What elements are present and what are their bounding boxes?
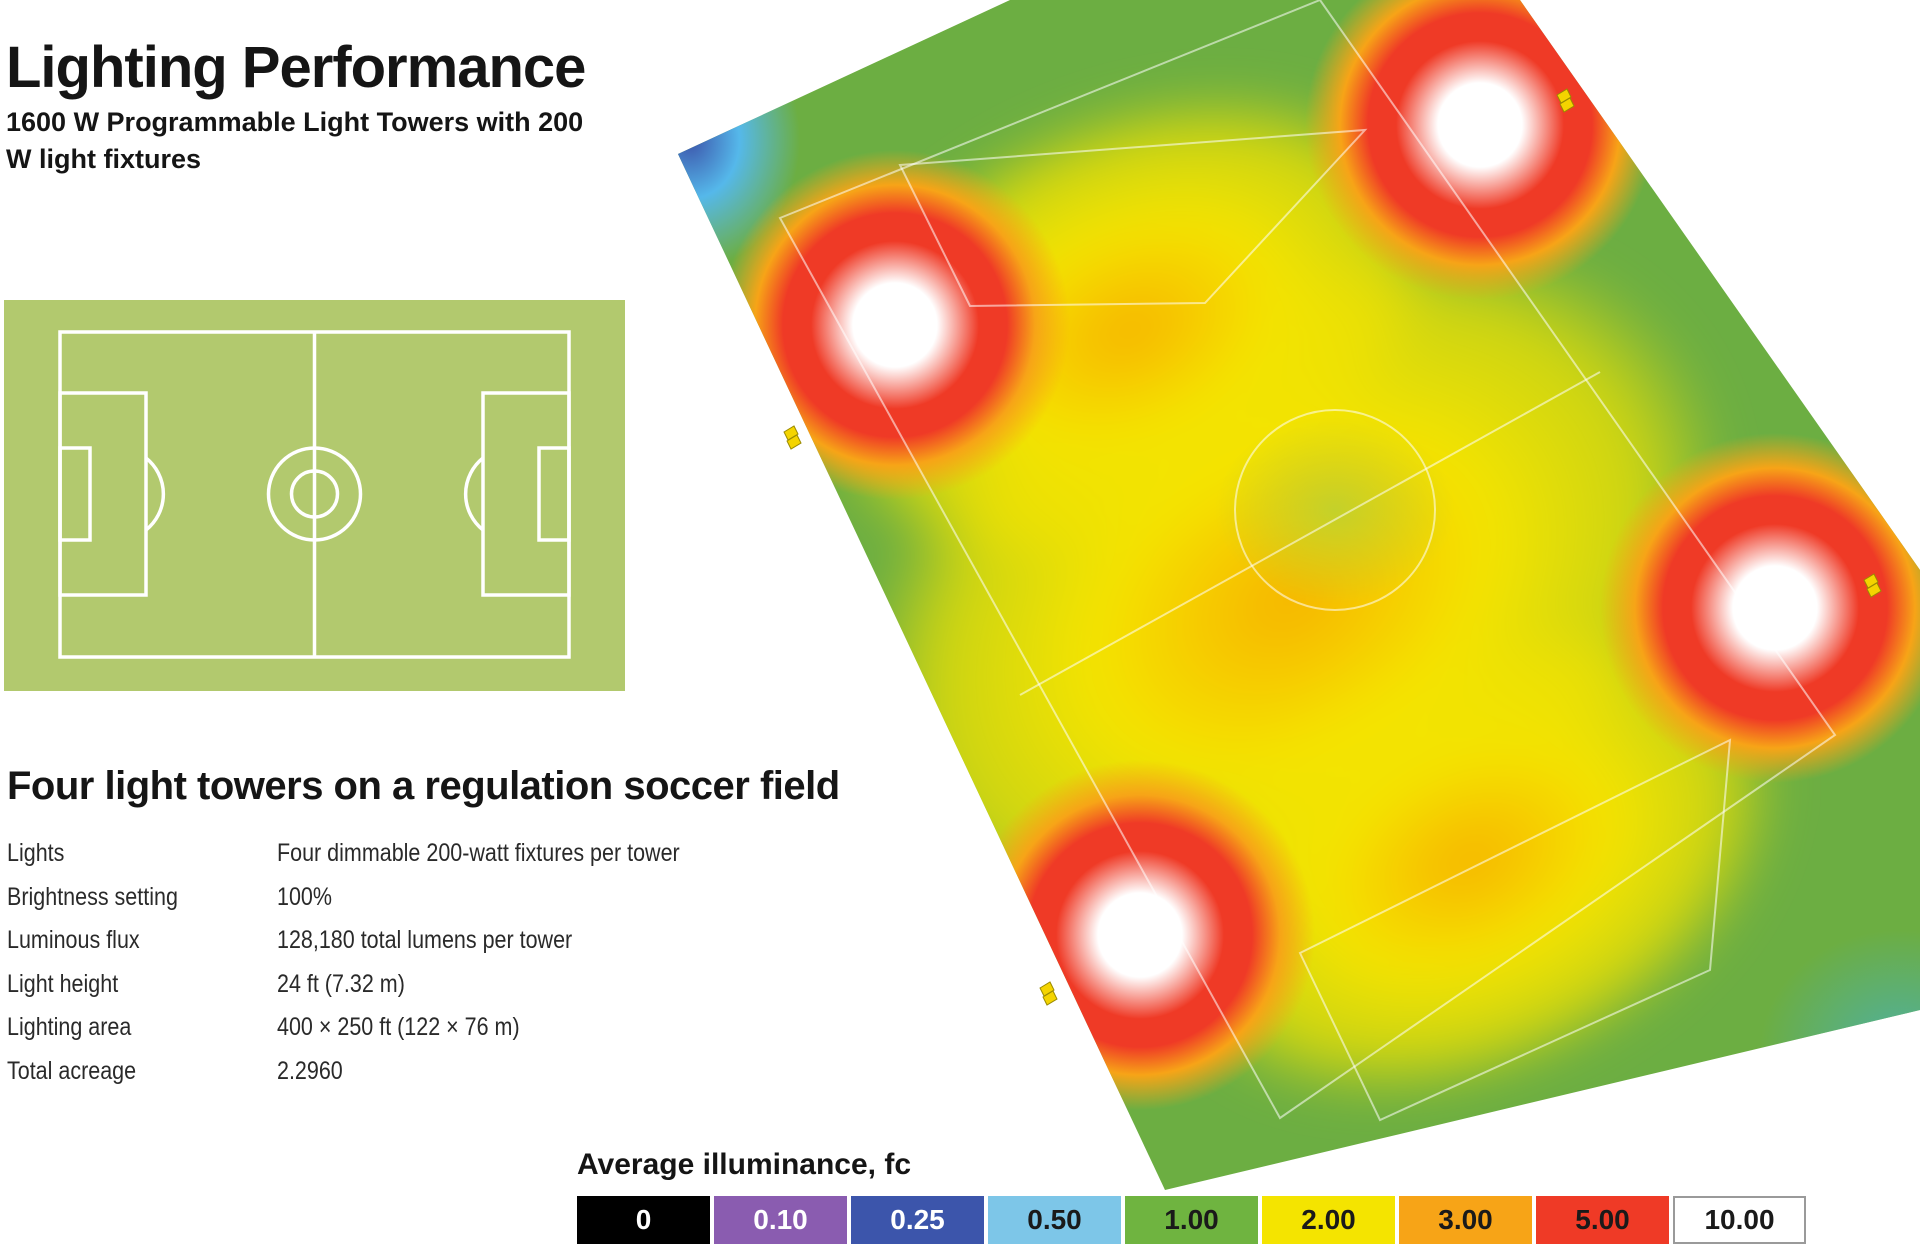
legend-swatch: 0.50: [988, 1196, 1121, 1244]
legend-swatch: 0.25: [851, 1196, 984, 1244]
left-goal-box: [58, 446, 92, 542]
legend-swatch: 10.00: [1673, 1196, 1806, 1244]
spec-row: Luminous flux 128,180 total lumens per t…: [7, 919, 907, 963]
spec-value: Four dimmable 200-watt fixtures per towe…: [277, 839, 680, 868]
heatmap-field-lines: [778, 0, 1837, 1122]
spec-label: Brightness setting: [7, 882, 178, 911]
spec-label: Total acreage: [7, 1056, 137, 1085]
illuminance-legend: 0 0.10 0.25 0.50 1.00 2.00 3.00 5.00 10.00: [577, 1196, 1810, 1244]
left-penalty-arc: [144, 456, 166, 532]
spec-row: Total acreage 2.2960: [7, 1050, 907, 1094]
spec-row: Lights Four dimmable 200-watt fixtures p…: [7, 832, 907, 876]
right-penalty-arc: [463, 456, 485, 532]
soccer-field-diagram: [4, 300, 625, 691]
hotspot-bottom-left: [965, 760, 1315, 1110]
spec-value: 2.2960: [277, 1056, 343, 1085]
spec-value: 24 ft (7.32 m): [277, 969, 405, 998]
center-spot-ring: [289, 469, 340, 519]
legend-swatch: 0: [577, 1196, 710, 1244]
legend-swatch: 5.00: [1536, 1196, 1669, 1244]
spec-row: Light height 24 ft (7.32 m): [7, 963, 907, 1007]
spec-label: Light height: [7, 969, 119, 998]
page-title: Lighting Performance: [6, 35, 586, 100]
spec-table: Lights Four dimmable 200-watt fixtures p…: [7, 832, 907, 1093]
legend-swatch: 3.00: [1399, 1196, 1532, 1244]
section-title: Four light towers on a regulation soccer…: [7, 764, 840, 808]
page-subtitle: 1600 W Programmable Light Towers with 20…: [6, 107, 584, 174]
spec-row: Lighting area 400 × 250 ft (122 × 76 m): [7, 1006, 907, 1050]
legend-title: Average illuminance, fc: [577, 1148, 912, 1181]
legend-swatch: 2.00: [1262, 1196, 1395, 1244]
hotspot-top-left: [720, 150, 1070, 500]
spec-label: Luminous flux: [7, 926, 140, 955]
spec-value: 128,180 total lumens per tower: [277, 926, 573, 955]
illuminance-heatmap: [678, 0, 1920, 1190]
spec-value: 100%: [277, 882, 332, 911]
spec-row: Brightness setting 100%: [7, 876, 907, 920]
light-tower-icons: [783, 88, 1882, 1006]
right-goal-box: [537, 446, 571, 542]
hotspot-bottom-right: [1600, 433, 1920, 783]
legend-swatch: 0.10: [714, 1196, 847, 1244]
spec-label: Lights: [7, 839, 65, 868]
spec-value: 400 × 250 ft (122 × 76 m): [277, 1013, 520, 1042]
center-circle: [266, 446, 363, 542]
center-dip: [1215, 415, 1455, 605]
legend-swatch: 1.00: [1125, 1196, 1258, 1244]
spec-label: Lighting area: [7, 1013, 132, 1042]
